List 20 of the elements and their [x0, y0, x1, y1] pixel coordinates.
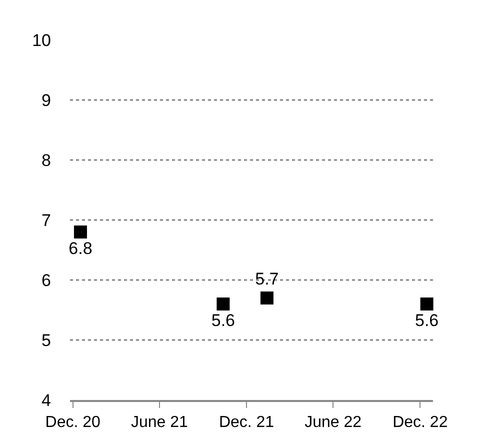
- data-label: 6.8: [68, 238, 92, 258]
- x-tick-label: Dec. 21: [218, 414, 274, 431]
- y-tick-label: 9: [42, 90, 51, 110]
- x-tick-label: June 21: [130, 414, 188, 431]
- x-tick-label: June 22: [304, 414, 362, 431]
- y-tick-label: 5: [42, 330, 51, 350]
- y-tick-label: 7: [42, 210, 51, 230]
- point: [260, 292, 274, 304]
- point: [74, 226, 87, 238]
- data-label: 5.6: [415, 310, 439, 330]
- y-tick-label: 8: [42, 150, 51, 170]
- y-tick-label: 4: [42, 390, 51, 410]
- x-tick-label: Dec. 22: [392, 414, 448, 431]
- y-tick-label: 6: [42, 270, 51, 290]
- data-label: 5.6: [211, 310, 236, 330]
- point: [420, 298, 434, 310]
- data-label: 5.7: [255, 270, 279, 289]
- x-tick-label: Dec. 20: [45, 414, 101, 431]
- y-tick-label: 10: [32, 30, 51, 50]
- point: [216, 298, 230, 310]
